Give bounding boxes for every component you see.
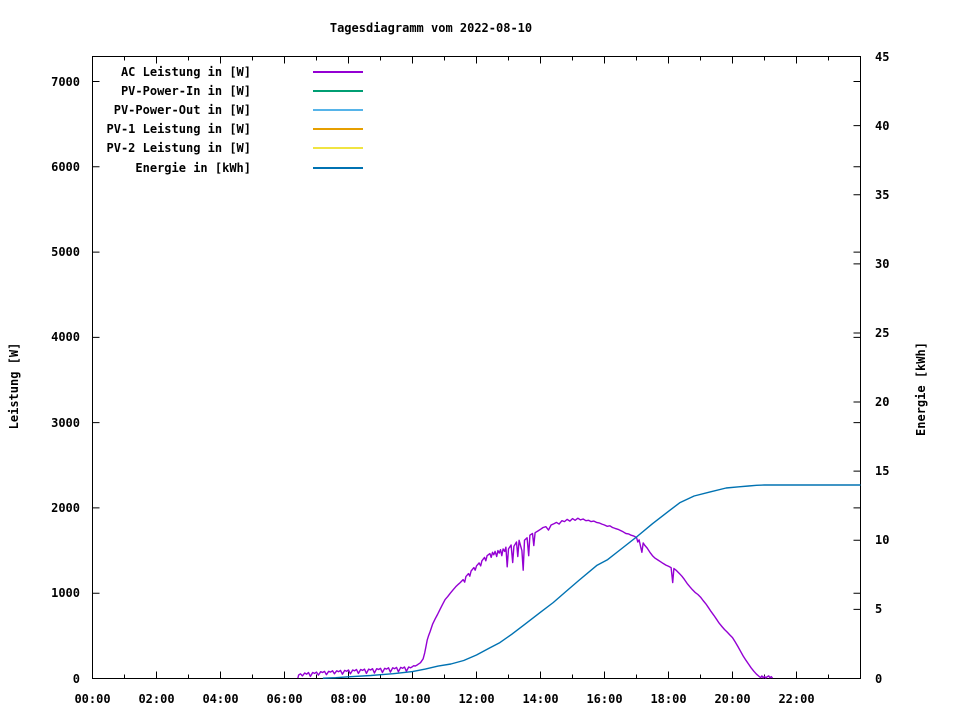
- y-right-tick-label: 35: [875, 187, 890, 202]
- legend-item-pv-power-in: PV-Power-In in [W]: [0, 81, 363, 101]
- y-right-tick-label: 25: [875, 325, 890, 340]
- legend-label: PV-Power-In in [W]: [120, 83, 251, 98]
- legend-label: PV-1 Leistung in [W]: [106, 122, 252, 137]
- x-tick-label: 20:00: [714, 692, 751, 706]
- y-left-tick-label: 6000: [51, 159, 80, 174]
- y-left-tick-label: 2000: [51, 500, 80, 515]
- legend-label: PV-Power-Out in [W]: [113, 102, 251, 117]
- legend-color-swatch: [313, 108, 363, 111]
- x-tick-label: 06:00: [266, 692, 303, 706]
- x-tick-label: 16:00: [586, 692, 623, 706]
- legend-item-pv2-leistung: PV-2 Leistung in [W]: [0, 138, 363, 158]
- y-left-tick-label: 4000: [51, 330, 80, 345]
- x-tick-label: 12:00: [458, 692, 495, 706]
- series-line-ac-leistung: [297, 517, 774, 679]
- y-right-tick-label: 40: [875, 118, 890, 133]
- legend-item-ac-leistung: AC Leistung in [W]: [0, 62, 363, 82]
- legend-item-pv1-leistung: PV-1 Leistung in [W]: [0, 119, 363, 139]
- y-left-tick-label: 3000: [51, 415, 80, 430]
- y-right-tick-label: 45: [875, 49, 890, 64]
- x-tick-label: 00:00: [74, 692, 111, 706]
- legend-label: Energie in [kWh]: [135, 160, 251, 175]
- x-tick-label: 14:00: [522, 692, 559, 706]
- y-right-tick-label: 30: [875, 256, 890, 271]
- y-right-tick-label: 20: [875, 395, 890, 410]
- series-line-energie: [322, 484, 861, 679]
- legend-color-swatch: [313, 70, 363, 73]
- y-left-tick-label: 5000: [51, 245, 80, 260]
- y-left-tick-label: 1000: [51, 586, 80, 601]
- y-right-tick-label: 0: [875, 671, 883, 686]
- chart-title: Tagesdiagramm vom 2022-08-10: [329, 21, 533, 35]
- legend-color-swatch: [313, 166, 363, 169]
- x-tick-label: 10:00: [394, 692, 431, 706]
- x-tick-label: 08:00: [330, 692, 367, 706]
- y-left-tick-label: 7000: [51, 74, 80, 89]
- y-right-tick-label: 5: [875, 602, 883, 617]
- legend-item-energie: Energie in [kWh]: [0, 158, 363, 178]
- x-tick-label: 04:00: [202, 692, 239, 706]
- y-right-tick-label: 15: [875, 464, 890, 479]
- legend-label: AC Leistung in [W]: [120, 64, 251, 79]
- legend-label: PV-2 Leistung in [W]: [106, 141, 252, 156]
- y-left-tick-label: 0: [72, 671, 80, 686]
- y-right-axis-label: Energie [kWh]: [914, 342, 928, 436]
- legend-color-swatch: [313, 128, 363, 131]
- x-tick-label: 02:00: [138, 692, 175, 706]
- legend-color-swatch: [313, 89, 363, 92]
- x-tick-label: 22:00: [778, 692, 815, 706]
- x-tick-label: 18:00: [650, 692, 687, 706]
- legend-color-swatch: [313, 147, 363, 150]
- legend-item-pv-power-out: PV-Power-Out in [W]: [0, 100, 363, 120]
- y-right-tick-label: 10: [875, 533, 890, 548]
- y-left-axis-label: Leistung [W]: [7, 342, 21, 430]
